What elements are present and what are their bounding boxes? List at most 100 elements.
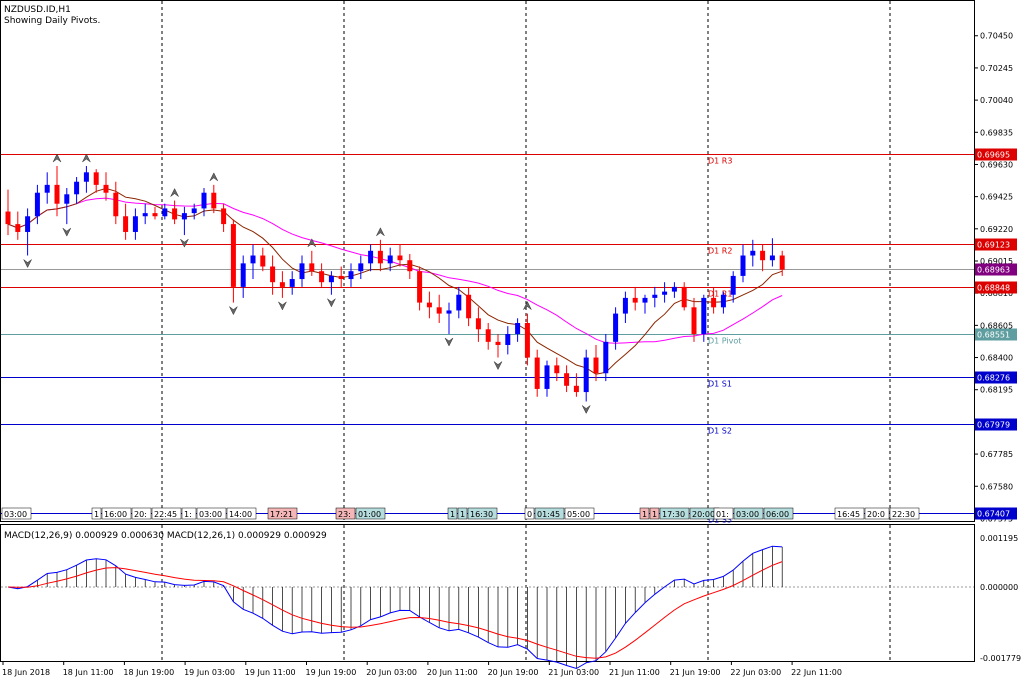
- candle-body: [760, 250, 766, 261]
- candle-body: [426, 302, 432, 308]
- price-tick-label: 0.69630: [980, 160, 1013, 169]
- time-label: 18 Jun 11:00: [63, 668, 114, 677]
- pivot-price-tag: [975, 507, 1017, 520]
- time-label: 22 Jun 03:00: [730, 668, 781, 677]
- current-price-text: 0.68963: [977, 266, 1010, 275]
- candle-body: [387, 255, 393, 264]
- candle-body: [740, 255, 746, 276]
- fractal-down: [493, 361, 503, 371]
- candle-body: [730, 275, 736, 295]
- pivot-price-tag: [975, 238, 1017, 251]
- candle-body: [348, 271, 354, 280]
- pivot-price-tag: [975, 328, 1017, 341]
- candle-body: [564, 373, 570, 386]
- candle-body: [711, 297, 717, 308]
- session-marker: [524, 507, 535, 520]
- session-marker-label: 03:00: [4, 510, 27, 519]
- fractal-up: [307, 238, 317, 247]
- session-marker-label: 17:30: [662, 510, 685, 519]
- fractal-down: [278, 301, 287, 311]
- session-marker: [226, 507, 257, 520]
- candle-body: [162, 208, 168, 217]
- session-marker: [91, 507, 102, 520]
- candle-body: [769, 255, 775, 261]
- time-label: 19 Jun 03:00: [184, 668, 235, 677]
- fractal-up: [170, 188, 179, 197]
- candle-body: [573, 385, 579, 393]
- fast-ma-line: [7, 187, 783, 375]
- candle-body: [250, 255, 256, 264]
- time-label: 18 Jun 2018: [2, 668, 50, 677]
- session-marker-label: 20:0: [867, 510, 885, 519]
- session-marker: [763, 507, 794, 520]
- candle-body: [309, 263, 315, 272]
- price-tick-label: 0.68605: [980, 321, 1013, 330]
- candle-body: [289, 279, 295, 287]
- candle-body: [524, 323, 530, 358]
- candle-body: [319, 271, 325, 283]
- candle-body: [25, 216, 31, 232]
- candle-body: [397, 255, 403, 261]
- price-tick-label: 0.69835: [980, 128, 1013, 137]
- candle-body: [691, 307, 697, 334]
- pivot-price-text: 0.68276: [977, 374, 1010, 383]
- macd-legend: MACD(12,26,9) 0.000929 0.000630 MACD(12,…: [4, 531, 327, 541]
- macd-signal-line: [7, 561, 783, 659]
- candle-body: [495, 341, 501, 345]
- fractal-down: [444, 337, 454, 347]
- price-tick-label: 0.69425: [980, 193, 1013, 202]
- candle-body: [485, 329, 491, 342]
- candle-body: [152, 213, 158, 217]
- candle-body: [221, 208, 227, 225]
- session-marker-label: 01:: [716, 510, 729, 519]
- session-marker-label: 17:21: [270, 510, 293, 519]
- price-tick-label: 0.67785: [980, 450, 1013, 459]
- macd-main-line: [7, 545, 783, 670]
- session-marker: [889, 507, 920, 520]
- candle-body: [750, 250, 756, 256]
- time-label: 19 Jun 19:00: [306, 668, 357, 677]
- pivot-label: D1 S2: [708, 427, 732, 436]
- session-markers: 03:00 1 16:00 20: 22:45 1: 03:00 14:00 17:21 23: 0…: [1, 507, 920, 520]
- candle-body: [240, 263, 246, 287]
- fractal-down: [229, 306, 238, 316]
- fractal-up: [209, 172, 219, 182]
- candle-body: [83, 172, 89, 182]
- fractal-down: [62, 227, 72, 237]
- pivot-price-text: 0.69695: [977, 151, 1010, 160]
- session-marker-label: 05:00: [567, 510, 590, 519]
- session-marker-label: 03:00: [199, 510, 222, 519]
- fractal-down: [327, 298, 336, 308]
- session-marker: [713, 507, 734, 520]
- session-marker: [181, 507, 197, 520]
- session-marker: [834, 507, 865, 520]
- candle-body: [5, 211, 11, 225]
- candlesticks: [5, 166, 785, 402]
- session-marker-label: 22:30: [892, 510, 915, 519]
- candle-body: [358, 263, 364, 272]
- moving-averages: [7, 187, 783, 375]
- macd-tick-label: -0.001779: [980, 654, 1021, 663]
- pivot-price-tag: [975, 281, 1017, 294]
- fractal-up: [82, 153, 91, 163]
- candle-body: [534, 357, 540, 389]
- session-marker-label: 01:00: [358, 510, 381, 519]
- fractal-down: [180, 238, 189, 248]
- pivot-price-text: 0.68551: [977, 331, 1010, 340]
- session-marker-label: 1: [450, 510, 455, 519]
- candle-body: [554, 365, 560, 374]
- candle-body: [93, 172, 99, 185]
- session-marker-label: 16:00: [104, 510, 127, 519]
- session-marker-label: 03:00: [736, 510, 759, 519]
- session-marker-label: 1:: [184, 510, 192, 519]
- session-marker-label: 1: [642, 510, 647, 519]
- candle-body: [377, 250, 383, 264]
- session-marker-label: 01:45: [537, 510, 560, 519]
- pivot-label: D1 R3: [708, 157, 732, 166]
- candle-body: [652, 294, 658, 298]
- fractal-up: [52, 153, 62, 163]
- candle-body: [142, 213, 148, 217]
- pivot-label: D1 S3: [708, 516, 732, 525]
- session-marker: [864, 507, 890, 520]
